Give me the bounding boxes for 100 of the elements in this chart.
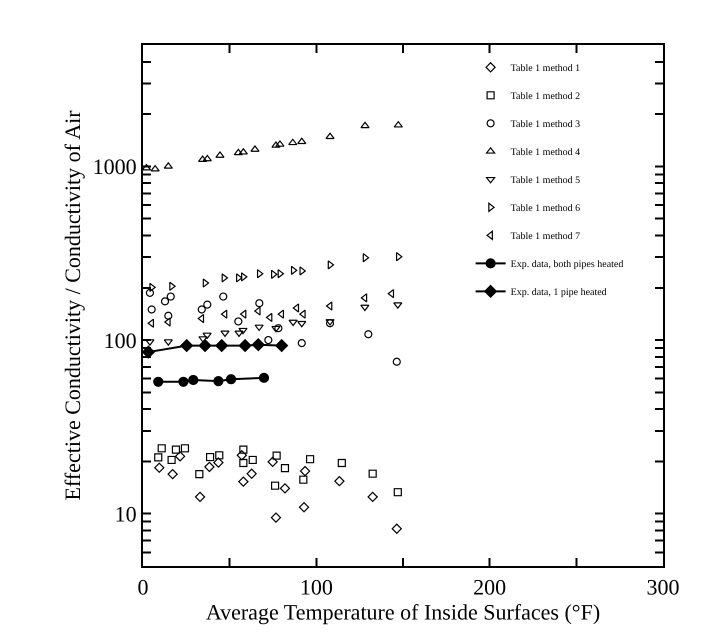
point <box>215 451 224 460</box>
point <box>252 338 265 352</box>
point <box>288 320 298 326</box>
point <box>238 328 248 334</box>
point <box>272 452 281 460</box>
point <box>246 468 257 479</box>
point <box>368 470 377 478</box>
point <box>280 483 290 494</box>
legend-label: Table 1 method 4 <box>510 147 580 158</box>
point <box>203 300 212 309</box>
point <box>392 524 402 534</box>
y-tick-label: 10 <box>114 501 137 526</box>
point <box>239 446 248 454</box>
point <box>360 293 368 302</box>
point <box>338 458 346 468</box>
point <box>292 303 300 313</box>
point <box>254 324 264 332</box>
point <box>238 476 249 487</box>
point <box>234 317 242 326</box>
point <box>148 305 156 314</box>
point <box>164 317 171 327</box>
point <box>206 452 214 462</box>
point <box>275 140 285 147</box>
point <box>154 462 164 473</box>
point <box>298 339 306 348</box>
point <box>250 145 260 152</box>
point <box>364 330 372 338</box>
point <box>226 374 236 384</box>
x-tick-label: 100 <box>300 574 333 600</box>
point <box>325 132 335 140</box>
point <box>220 310 228 319</box>
point <box>326 301 332 311</box>
legend-label: Table 1 method 5 <box>510 175 580 186</box>
point <box>238 339 252 352</box>
legend-label: Table 1 method 6 <box>510 203 580 214</box>
point <box>254 306 261 316</box>
legend-label: Table 1 method 1 <box>510 63 580 74</box>
point <box>392 358 401 366</box>
point <box>198 339 212 352</box>
point <box>222 273 228 283</box>
point <box>299 266 306 276</box>
point <box>393 302 402 309</box>
y-axis-title: Effective Conductivity / Conductivity of Air <box>60 110 85 501</box>
point <box>274 324 282 332</box>
point <box>280 464 290 472</box>
point <box>328 260 334 270</box>
point <box>178 376 188 387</box>
point <box>180 339 194 352</box>
point <box>288 138 298 146</box>
point <box>166 292 175 301</box>
legend-label: Table 1 method 2 <box>510 91 580 102</box>
legend-label: Exp. data, 1 pipe heated <box>510 287 607 298</box>
point <box>180 444 190 452</box>
point <box>219 292 228 301</box>
point <box>255 299 264 308</box>
point <box>154 453 162 462</box>
point <box>298 502 310 512</box>
point <box>164 312 172 320</box>
point <box>394 121 403 128</box>
point <box>148 318 154 328</box>
point <box>240 310 246 319</box>
point <box>160 297 170 306</box>
point <box>278 269 284 278</box>
point <box>238 148 248 155</box>
point <box>271 141 281 148</box>
point <box>167 468 178 480</box>
x-tick-label: 200 <box>473 574 506 600</box>
point <box>239 458 248 468</box>
point <box>188 374 198 386</box>
point <box>234 148 243 156</box>
point <box>202 278 210 288</box>
point <box>164 162 173 169</box>
point <box>360 122 370 128</box>
point <box>195 470 204 478</box>
point <box>268 456 278 467</box>
point <box>213 376 224 386</box>
point <box>396 252 402 262</box>
point <box>236 450 247 460</box>
legend-label: Table 1 method 7 <box>510 231 580 242</box>
point <box>213 457 224 468</box>
point <box>297 138 306 144</box>
legend-label: Table 1 method 3 <box>510 119 580 130</box>
point <box>202 332 212 340</box>
x-tick-label: 0 <box>138 574 148 600</box>
point <box>153 376 164 387</box>
point <box>215 339 228 352</box>
point <box>168 456 176 464</box>
point <box>368 492 378 502</box>
point <box>266 312 272 322</box>
point <box>198 336 208 343</box>
point <box>194 492 206 502</box>
point <box>299 476 308 484</box>
point <box>270 512 282 523</box>
point <box>290 266 298 275</box>
point <box>258 372 270 383</box>
point <box>198 314 204 324</box>
point <box>360 304 370 312</box>
point <box>275 339 288 352</box>
x-axis-title: Average Temperature of Inside Surfaces (°F) <box>206 599 600 624</box>
point <box>334 476 345 486</box>
